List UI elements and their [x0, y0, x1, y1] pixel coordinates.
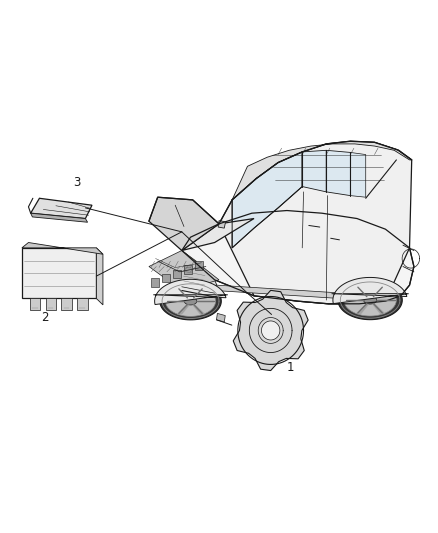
Text: 3: 3: [73, 176, 80, 189]
Polygon shape: [350, 152, 366, 197]
Text: 1: 1: [286, 361, 294, 374]
Polygon shape: [326, 150, 350, 196]
Polygon shape: [149, 197, 219, 251]
Bar: [184, 265, 192, 274]
Polygon shape: [31, 213, 88, 222]
Polygon shape: [61, 298, 72, 310]
Polygon shape: [218, 221, 226, 228]
Polygon shape: [160, 282, 221, 320]
Polygon shape: [232, 141, 412, 200]
Polygon shape: [184, 297, 197, 305]
Polygon shape: [22, 243, 103, 254]
Polygon shape: [30, 298, 40, 310]
Polygon shape: [182, 211, 414, 304]
Bar: [173, 270, 181, 278]
Polygon shape: [31, 198, 92, 219]
Polygon shape: [302, 150, 326, 192]
Text: 2: 2: [41, 311, 49, 324]
Polygon shape: [77, 298, 88, 310]
Polygon shape: [364, 296, 377, 304]
Polygon shape: [344, 284, 396, 316]
Polygon shape: [153, 279, 228, 304]
Polygon shape: [149, 251, 219, 290]
Polygon shape: [216, 313, 225, 322]
Polygon shape: [22, 248, 96, 298]
Polygon shape: [183, 261, 206, 287]
Polygon shape: [338, 280, 402, 320]
Polygon shape: [232, 152, 302, 248]
Polygon shape: [166, 286, 215, 317]
Polygon shape: [219, 141, 412, 304]
Polygon shape: [233, 290, 308, 370]
Polygon shape: [261, 321, 280, 340]
Polygon shape: [184, 252, 197, 266]
Polygon shape: [96, 248, 103, 305]
Polygon shape: [182, 251, 217, 290]
Polygon shape: [182, 219, 254, 251]
Bar: [195, 261, 203, 270]
Polygon shape: [46, 298, 56, 310]
Bar: [151, 278, 159, 287]
Polygon shape: [332, 278, 409, 304]
Polygon shape: [215, 285, 385, 301]
Bar: [162, 274, 170, 282]
